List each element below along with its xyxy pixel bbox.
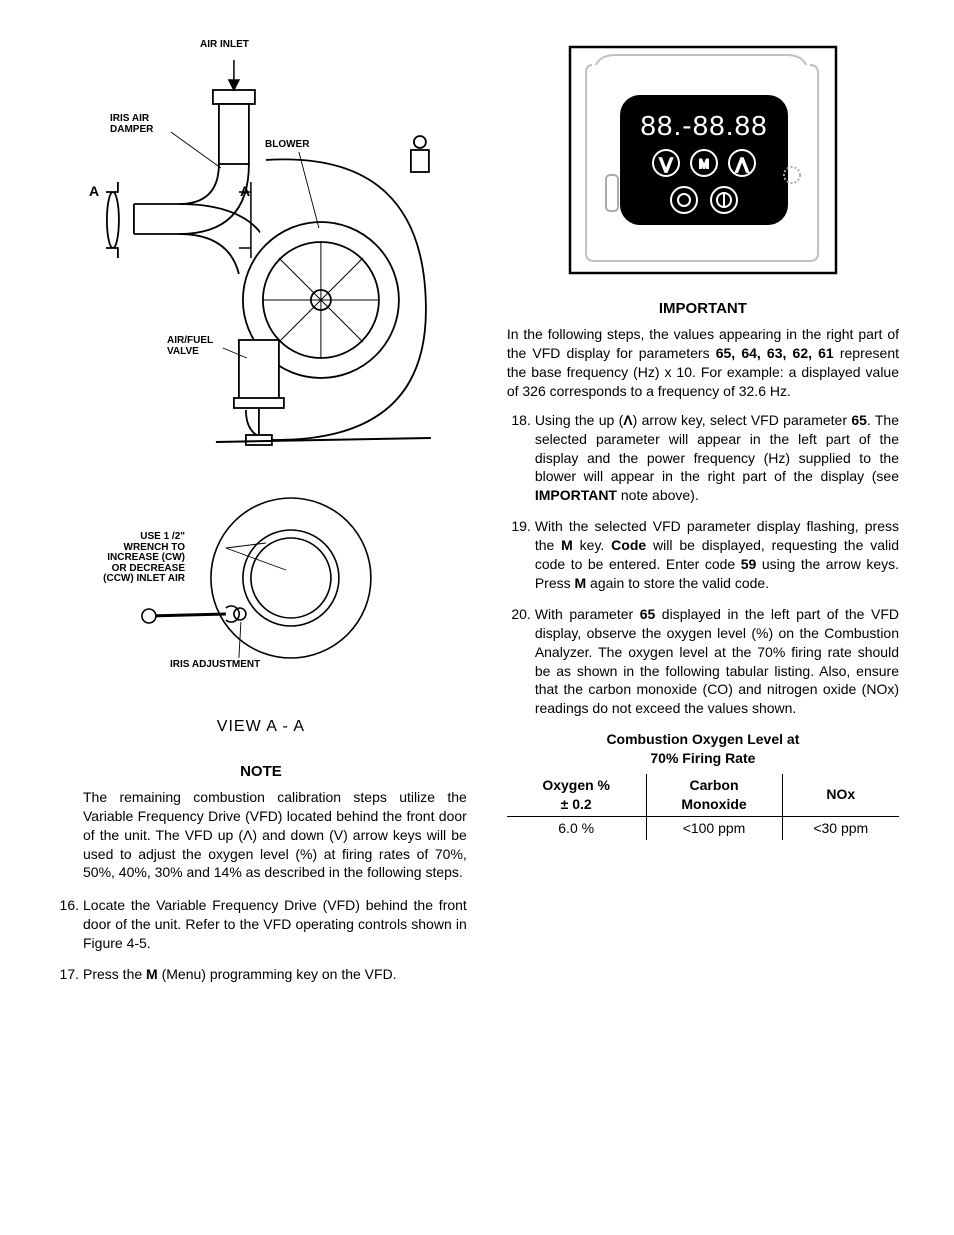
svg-text:⋁: ⋁ [659,156,673,173]
table-title: Combustion Oxygen Level at70% Firing Rat… [507,730,899,768]
step-17: 17. Press the M (Menu) programming key o… [55,965,467,984]
label-use-wrench: USE 1 /2"WRENCH TOINCREASE (CW)OR DECREA… [65,532,185,585]
note-heading: NOTE [55,762,467,782]
right-column: 88.-88.88 ⋁ M ⋀ IMPORTANT [507,40,899,996]
blower-diagram: AIR INLET IRIS AIRDAMPER BLOWER A A AIR/… [55,40,467,460]
label-iris-air-damper: IRIS AIRDAMPER [110,114,153,135]
page: AIR INLET IRIS AIRDAMPER BLOWER A A AIR/… [55,40,899,996]
right-steps: 18.Using the up (Λ) arrow key, select VF… [507,411,899,718]
label-blower: BLOWER [265,140,309,151]
vfd-keypad-figure: 88.-88.88 ⋁ M ⋀ [568,45,838,275]
step-20: 20.With parameter 65 displayed in the le… [507,605,899,718]
step-16: 16. Locate the Variable Frequency Drive … [55,896,467,953]
svg-text:⋀: ⋀ [735,156,749,173]
label-air-fuel-valve: AIR/FUELVALVE [167,336,213,357]
svg-text:M: M [699,157,709,171]
label-iris-adjustment: IRIS ADJUSTMENT [170,660,260,671]
table-col-2: NOx [782,774,899,816]
left-column: AIR INLET IRIS AIRDAMPER BLOWER A A AIR/… [55,40,467,996]
label-A-left: A [89,184,99,199]
table-row: 6.0 %<100 ppm<30 ppm [507,816,899,839]
important-heading: IMPORTANT [507,299,899,319]
important-body: In the following steps, the values appea… [507,325,899,401]
table-col-0: Oxygen %± 0.2 [507,774,646,816]
step-19: 19.With the selected VFD parameter displ… [507,517,899,593]
label-air-inlet: AIR INLET [200,40,249,51]
view-caption: VIEW A - A [55,716,467,738]
iris-adjustment-diagram: USE 1 /2"WRENCH TOINCREASE (CW)OR DECREA… [55,488,467,688]
label-A-right: A [240,184,250,199]
combustion-table: Oxygen %± 0.2CarbonMonoxideNOx 6.0 %<100… [507,774,899,840]
table-col-1: CarbonMonoxide [646,774,782,816]
step-18: 18.Using the up (Λ) arrow key, select VF… [507,411,899,505]
note-body: The remaining combustion calibration ste… [83,788,467,882]
svg-text:88.-88.88: 88.-88.88 [640,110,767,141]
left-steps: 16. Locate the Variable Frequency Drive … [55,896,467,984]
